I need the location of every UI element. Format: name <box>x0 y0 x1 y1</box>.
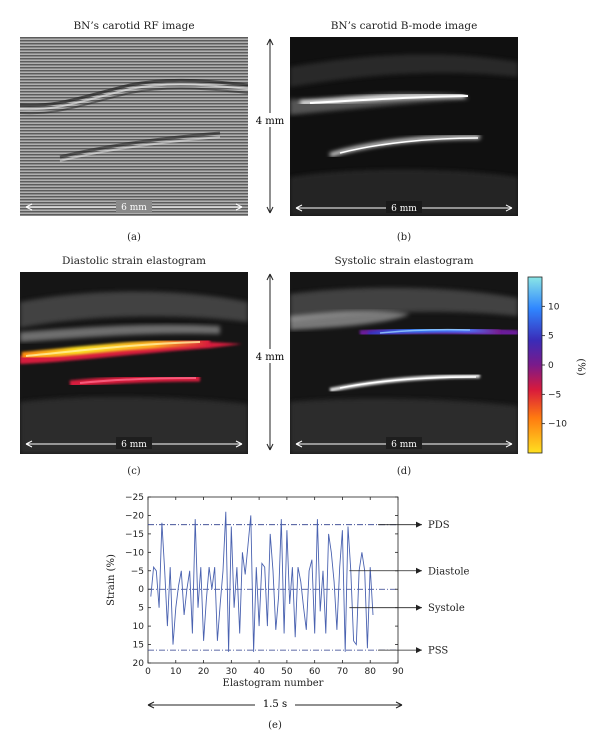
x-axis-label: Elastogram number <box>223 678 324 689</box>
y-tick-label: 5 <box>138 604 144 614</box>
strain-series-line <box>150 511 374 652</box>
diastolic-elastogram-panel: 6 mm <box>20 272 248 454</box>
y-tick-label: −25 <box>125 493 144 503</box>
x-tick-label: 0 <box>145 667 151 677</box>
colorbar-tick-label: −10 <box>548 420 567 430</box>
x-tick-label: 90 <box>392 667 404 677</box>
x-tick-label: 60 <box>309 667 321 677</box>
annotation-arrowhead <box>416 647 422 654</box>
annotation-arrowhead <box>416 521 422 528</box>
caption-b: (b) <box>396 232 412 243</box>
vertical-scale-bottom: 4 mm <box>255 273 285 451</box>
y-tick-label: 0 <box>138 585 144 595</box>
time-span-arrow: 1.5 s <box>147 696 403 710</box>
bmode-image: 6 mm <box>290 37 518 216</box>
strain-colorbar: 10 5 0 −5 −10 (%) <box>527 276 586 454</box>
annotation-label-systole: Systole <box>428 603 465 614</box>
panel-b-title: BN’s carotid B-mode image <box>330 20 478 32</box>
y-axis-label: Strain (%) <box>106 554 117 606</box>
y-tick-label: 10 <box>133 622 145 632</box>
diastolic-elastogram: 6 mm <box>20 272 248 454</box>
panel-c-title: Diastolic strain elastogram <box>62 255 206 267</box>
y-tick-label: −15 <box>125 530 144 540</box>
x-tick-label: 70 <box>337 667 349 677</box>
bmode-image-panel: 6 mm <box>290 37 518 216</box>
x-tick-label: 10 <box>170 667 182 677</box>
y-tick-label: 20 <box>133 659 145 669</box>
colorbar-tick-label: 5 <box>548 332 554 342</box>
diastolic-scale-label: 6 mm <box>121 440 147 450</box>
vertical-scale-top-label: 4 mm <box>256 116 285 127</box>
annotation-arrowhead <box>416 567 422 574</box>
caption-a: (a) <box>127 232 141 243</box>
x-tick-label: 50 <box>281 667 293 677</box>
vertical-scale-top: 4 mm <box>255 38 285 214</box>
colorbar-gradient <box>527 276 543 454</box>
x-tick-label: 40 <box>253 667 265 677</box>
rf-image-panel: 6 mm <box>20 37 248 216</box>
x-tick-label: 20 <box>198 667 210 677</box>
time-span-label: 1.5 s <box>263 699 287 710</box>
systolic-elastogram: 6 mm <box>290 272 518 454</box>
vertical-scale-bottom-label: 4 mm <box>256 352 285 363</box>
panel-d-title: Systolic strain elastogram <box>334 255 474 267</box>
caption-d: (d) <box>396 466 412 477</box>
annotation-label-pss: PSS <box>428 646 448 657</box>
caption-c: (c) <box>127 466 141 477</box>
strain-chart: 0 10 20 30 40 50 60 70 80 90 −25 −20 −15 −10 −5 0 5 10 15 2… <box>106 493 470 689</box>
bmode-scale-label: 6 mm <box>391 204 417 214</box>
x-tick-label: 80 <box>364 667 376 677</box>
y-tick-label: −20 <box>125 511 144 521</box>
rf-scale-label: 6 mm <box>121 203 147 213</box>
chart-frame <box>147 496 399 664</box>
colorbar-unit: (%) <box>575 358 586 375</box>
y-tick-label: 15 <box>133 641 144 651</box>
y-tick-label: −5 <box>131 567 144 577</box>
systolic-scale-label: 6 mm <box>391 440 417 450</box>
annotation-label-pds: PDS <box>428 520 450 531</box>
colorbar-tick-label: 0 <box>548 361 554 371</box>
systolic-elastogram-panel: 6 mm <box>290 272 518 454</box>
rf-image: 6 mm <box>20 37 248 216</box>
panel-a-title: BN’s carotid RF image <box>73 20 195 32</box>
colorbar-tick-label: 10 <box>548 302 560 312</box>
annotation-label-diastole: Diastole <box>428 566 470 577</box>
caption-e: (e) <box>268 720 282 731</box>
y-tick-label: −10 <box>125 548 144 558</box>
annotation-arrowhead <box>416 604 422 611</box>
colorbar-tick-label: −5 <box>548 390 561 400</box>
x-tick-label: 30 <box>226 667 238 677</box>
